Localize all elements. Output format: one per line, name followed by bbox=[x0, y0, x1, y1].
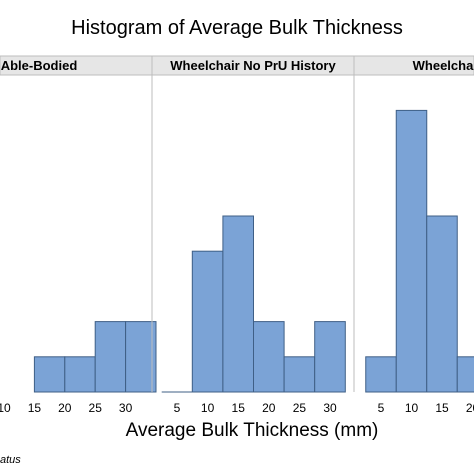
histogram-bar bbox=[191, 250, 224, 393]
panel-title: Wheelchair Pr bbox=[413, 58, 474, 73]
histogram-bar bbox=[395, 109, 428, 393]
histogram-bar bbox=[64, 356, 96, 393]
x-tick-label: 20 bbox=[466, 401, 474, 415]
x-tick-label: 10 bbox=[0, 401, 11, 415]
histogram-bar bbox=[253, 321, 285, 393]
histogram-bar bbox=[426, 215, 458, 393]
x-tick-label: 15 bbox=[28, 401, 42, 415]
histogram-bar bbox=[94, 321, 127, 393]
x-tick-label: 25 bbox=[293, 401, 307, 415]
panel-3: Wheelchair Pr 5 10 15 20 bbox=[353, 55, 474, 415]
x-tick-label: 30 bbox=[119, 401, 133, 415]
panel-2: Wheelchair No PrU History 5 10 15 20 25 30 bbox=[151, 55, 355, 415]
histogram-bar bbox=[283, 356, 316, 393]
x-tick-label: 15 bbox=[435, 401, 449, 415]
x-tick-label: 5 bbox=[174, 401, 181, 415]
x-tick-label: 20 bbox=[262, 401, 276, 415]
histogram-bar bbox=[456, 356, 474, 393]
panel-1: Able-Bodied 10 15 20 25 30 bbox=[0, 55, 157, 415]
x-tick-label: 15 bbox=[232, 401, 246, 415]
x-tick-label: 20 bbox=[58, 401, 72, 415]
x-tick-label: 10 bbox=[405, 401, 419, 415]
histogram-bar bbox=[33, 356, 66, 393]
histogram-bar bbox=[222, 215, 254, 393]
panel-header bbox=[353, 55, 474, 76]
x-tick-label: 10 bbox=[201, 401, 215, 415]
footer-fragment: atus bbox=[0, 454, 21, 466]
x-tick-label: 30 bbox=[323, 401, 337, 415]
panel-title: Able-Bodied bbox=[1, 58, 78, 73]
x-tick-label: 25 bbox=[89, 401, 103, 415]
panel-title: Wheelchair No PrU History bbox=[170, 58, 336, 73]
histogram-bar bbox=[314, 321, 346, 393]
x-tick-label: 5 bbox=[378, 401, 385, 415]
chart-title: Histogram of Average Bulk Thickness bbox=[71, 17, 403, 39]
x-axis-label: Average Bulk Thickness (mm) bbox=[126, 420, 379, 441]
histogram-bar bbox=[365, 356, 397, 393]
histogram-bar bbox=[125, 321, 157, 393]
